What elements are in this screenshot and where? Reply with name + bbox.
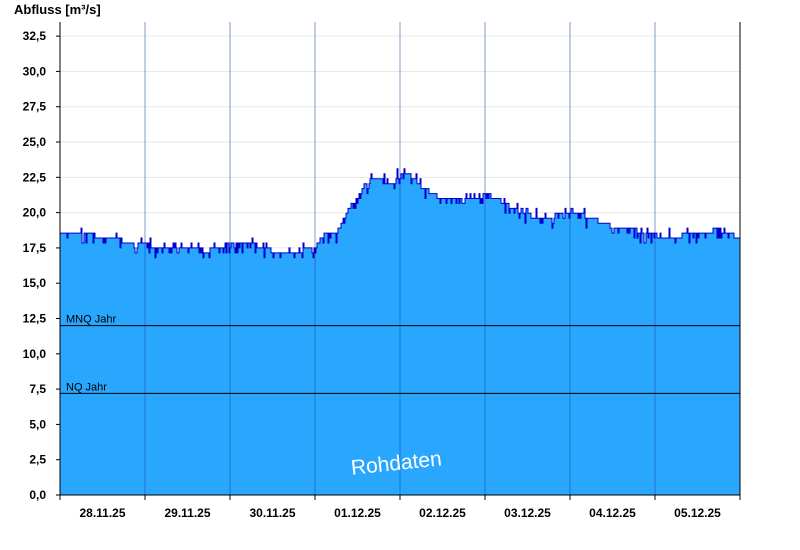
y-tick-label: 20,0	[23, 206, 47, 220]
y-tick-label: 32,5	[23, 29, 47, 43]
y-axis-title: Abfluss [m³/s]	[14, 2, 101, 17]
x-axis-ticks: 28.11.25 29.11.25 30.11.25 01.12.25 02.12.25…	[59, 495, 741, 520]
y-axis-ticks: 0,0 2,5 5,0 7,5 10,0 12,5 15,0 17,5 20,0 22,5 25,0…	[23, 29, 60, 502]
y-tick-label: 10,0	[23, 347, 47, 361]
y-tick-label: 27,5	[23, 100, 47, 114]
y-tick-label: 7,5	[29, 382, 46, 396]
x-tick-label: 03.12.25	[504, 506, 551, 520]
y-tick-label: 25,0	[23, 135, 47, 149]
x-tick-label: 29.11.25	[164, 506, 210, 520]
y-tick-label: 15,0	[23, 276, 47, 290]
x-tick-label: 30.11.25	[249, 506, 295, 520]
reference-lines: MNQ Jahr NQ Jahr	[60, 314, 740, 394]
y-tick-label: 30,0	[23, 64, 47, 78]
reference-line-label: NQ Jahr	[66, 381, 107, 393]
y-tick-label: 22,5	[23, 170, 47, 184]
reference-line-label: MNQ Jahr	[66, 314, 116, 326]
y-tick-label: 5,0	[29, 417, 46, 431]
day-separator-lines	[144, 22, 656, 495]
y-tick-label: 17,5	[23, 241, 47, 255]
x-tick-label: 28.11.25	[79, 506, 125, 520]
x-tick-label: 04.12.25	[589, 506, 636, 520]
x-tick-label: 02.12.25	[419, 506, 466, 520]
y-tick-label: 2,5	[29, 453, 46, 467]
series-line	[60, 168, 741, 259]
x-tick-label: 01.12.25	[334, 506, 381, 520]
y-tick-label: 0,0	[29, 488, 46, 502]
x-tick-label: 05.12.25	[674, 506, 721, 520]
y-tick-label: 12,5	[23, 312, 47, 326]
